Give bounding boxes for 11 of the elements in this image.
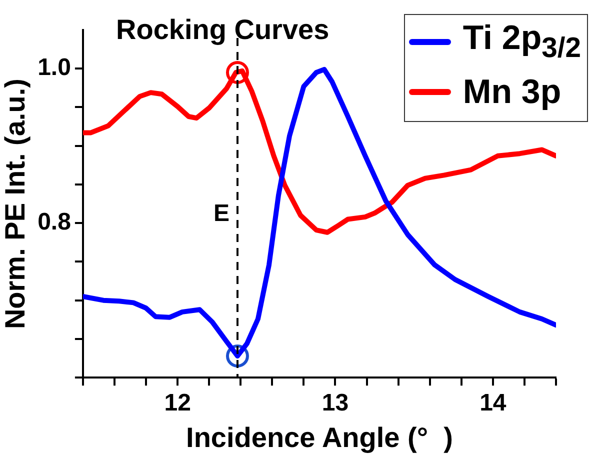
y-tick-label: 1.0 (38, 54, 71, 82)
x-tick-label: 13 (322, 390, 349, 417)
legend-label: Ti 2p$_{3/2}$ (462, 19, 581, 65)
ref-line-label: E (213, 200, 230, 227)
legend-label: Mn 3p (462, 72, 562, 112)
y-axis-title: Norm. PE Int. (a.u.) (0, 78, 31, 330)
x-tick-label: 14 (480, 390, 507, 417)
y-tick-label: 0.8 (38, 208, 71, 236)
x-tick-label: 12 (164, 390, 191, 417)
chart-title: Rocking Curves (116, 14, 330, 46)
x-axis-title: Incidence Angle (° ) (186, 422, 453, 453)
